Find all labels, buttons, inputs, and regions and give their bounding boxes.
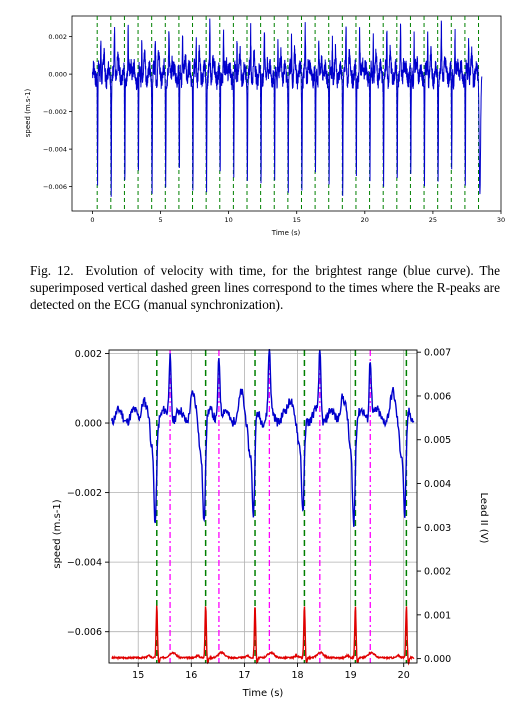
y2-tick-label-7: 0.000 (424, 654, 451, 665)
y2-tick-label-6: 0.001 (424, 610, 451, 621)
figure-caption: Fig. 12. Evolution of velocity with time… (30, 262, 500, 313)
grid-lines (109, 350, 417, 663)
x-axis-label: Time (s) (242, 688, 284, 699)
x-tick-label-4: 20 (361, 216, 369, 224)
x-tick-label-3: 15 (293, 216, 301, 224)
y-ticks-left: 0.002 0.000 −0.002 −0.004 −0.006 (67, 349, 109, 638)
x-ticks: 0 5 10 15 20 25 30 (90, 211, 505, 224)
y-ticks: 0.002 0.000 −0.002 −0.004 −0.006 (43, 33, 72, 191)
y2-tick-label-3: 0.004 (424, 479, 451, 490)
x-tick-label-0: 15 (132, 670, 144, 681)
ecg-curve (111, 605, 415, 666)
y-ticks-right: 0.007 0.006 0.005 0.004 0.003 0.002 0.001 0.000 (417, 348, 451, 665)
x-tick-label-2: 17 (238, 670, 250, 681)
y-axis-label: speed (m.s-1) (24, 88, 32, 137)
y-tick-label-1: 0.000 (48, 70, 67, 78)
x-tick-label-4: 19 (345, 670, 357, 681)
y2-axis-label: Lead II (V) (478, 493, 489, 544)
x-tick-label-5: 20 (398, 670, 410, 681)
x-tick-label-2: 10 (224, 216, 232, 224)
y2-tick-label-5: 0.002 (424, 567, 451, 578)
x-tick-label-1: 16 (185, 670, 197, 681)
y-tick-label-3: −0.004 (67, 558, 102, 569)
y-tick-label-2: −0.002 (43, 108, 67, 116)
y-tick-label-4: −0.006 (67, 627, 102, 638)
plot-frame (108, 349, 418, 664)
y-tick-label-2: −0.002 (67, 488, 102, 499)
x-tick-label-5: 25 (429, 216, 437, 224)
y-tick-label-4: −0.006 (43, 183, 67, 191)
speed-curve (91, 18, 483, 197)
y-tick-label-0: 0.002 (48, 33, 67, 41)
plot-frame (71, 15, 502, 212)
x-tick-label-1: 5 (158, 216, 162, 224)
caption-label: Fig. 12. (30, 263, 74, 278)
x-axis-label: Time (s) (271, 229, 301, 237)
x-tick-label-0: 0 (90, 216, 94, 224)
y-axis-label: speed (m.s-1) (52, 499, 63, 568)
x-tick-label-6: 30 (497, 216, 505, 224)
y-tick-label-1: 0.000 (75, 419, 102, 430)
speed-curve (111, 349, 415, 527)
y2-tick-label-2: 0.005 (424, 435, 451, 446)
x-tick-label-3: 18 (291, 670, 303, 681)
x-ticks: 15 16 17 18 19 20 (132, 663, 410, 681)
velocity-full-chart: 0 5 10 15 20 25 30 0.002 0.000 −0.002 −0.004 −0.00… (24, 15, 505, 237)
velocity-ecg-zoom-chart: 15 16 17 18 19 20 0.002 0.000 −0.002 −0.004 −0.00… (52, 348, 489, 699)
y2-tick-label-4: 0.003 (424, 523, 451, 534)
y2-tick-label-0: 0.007 (424, 348, 451, 359)
y2-tick-label-1: 0.006 (424, 391, 451, 402)
caption-text: Evolution of velocity with time, for the… (30, 263, 500, 312)
y-tick-label-3: −0.004 (43, 145, 67, 153)
y-tick-label-0: 0.002 (75, 349, 102, 360)
